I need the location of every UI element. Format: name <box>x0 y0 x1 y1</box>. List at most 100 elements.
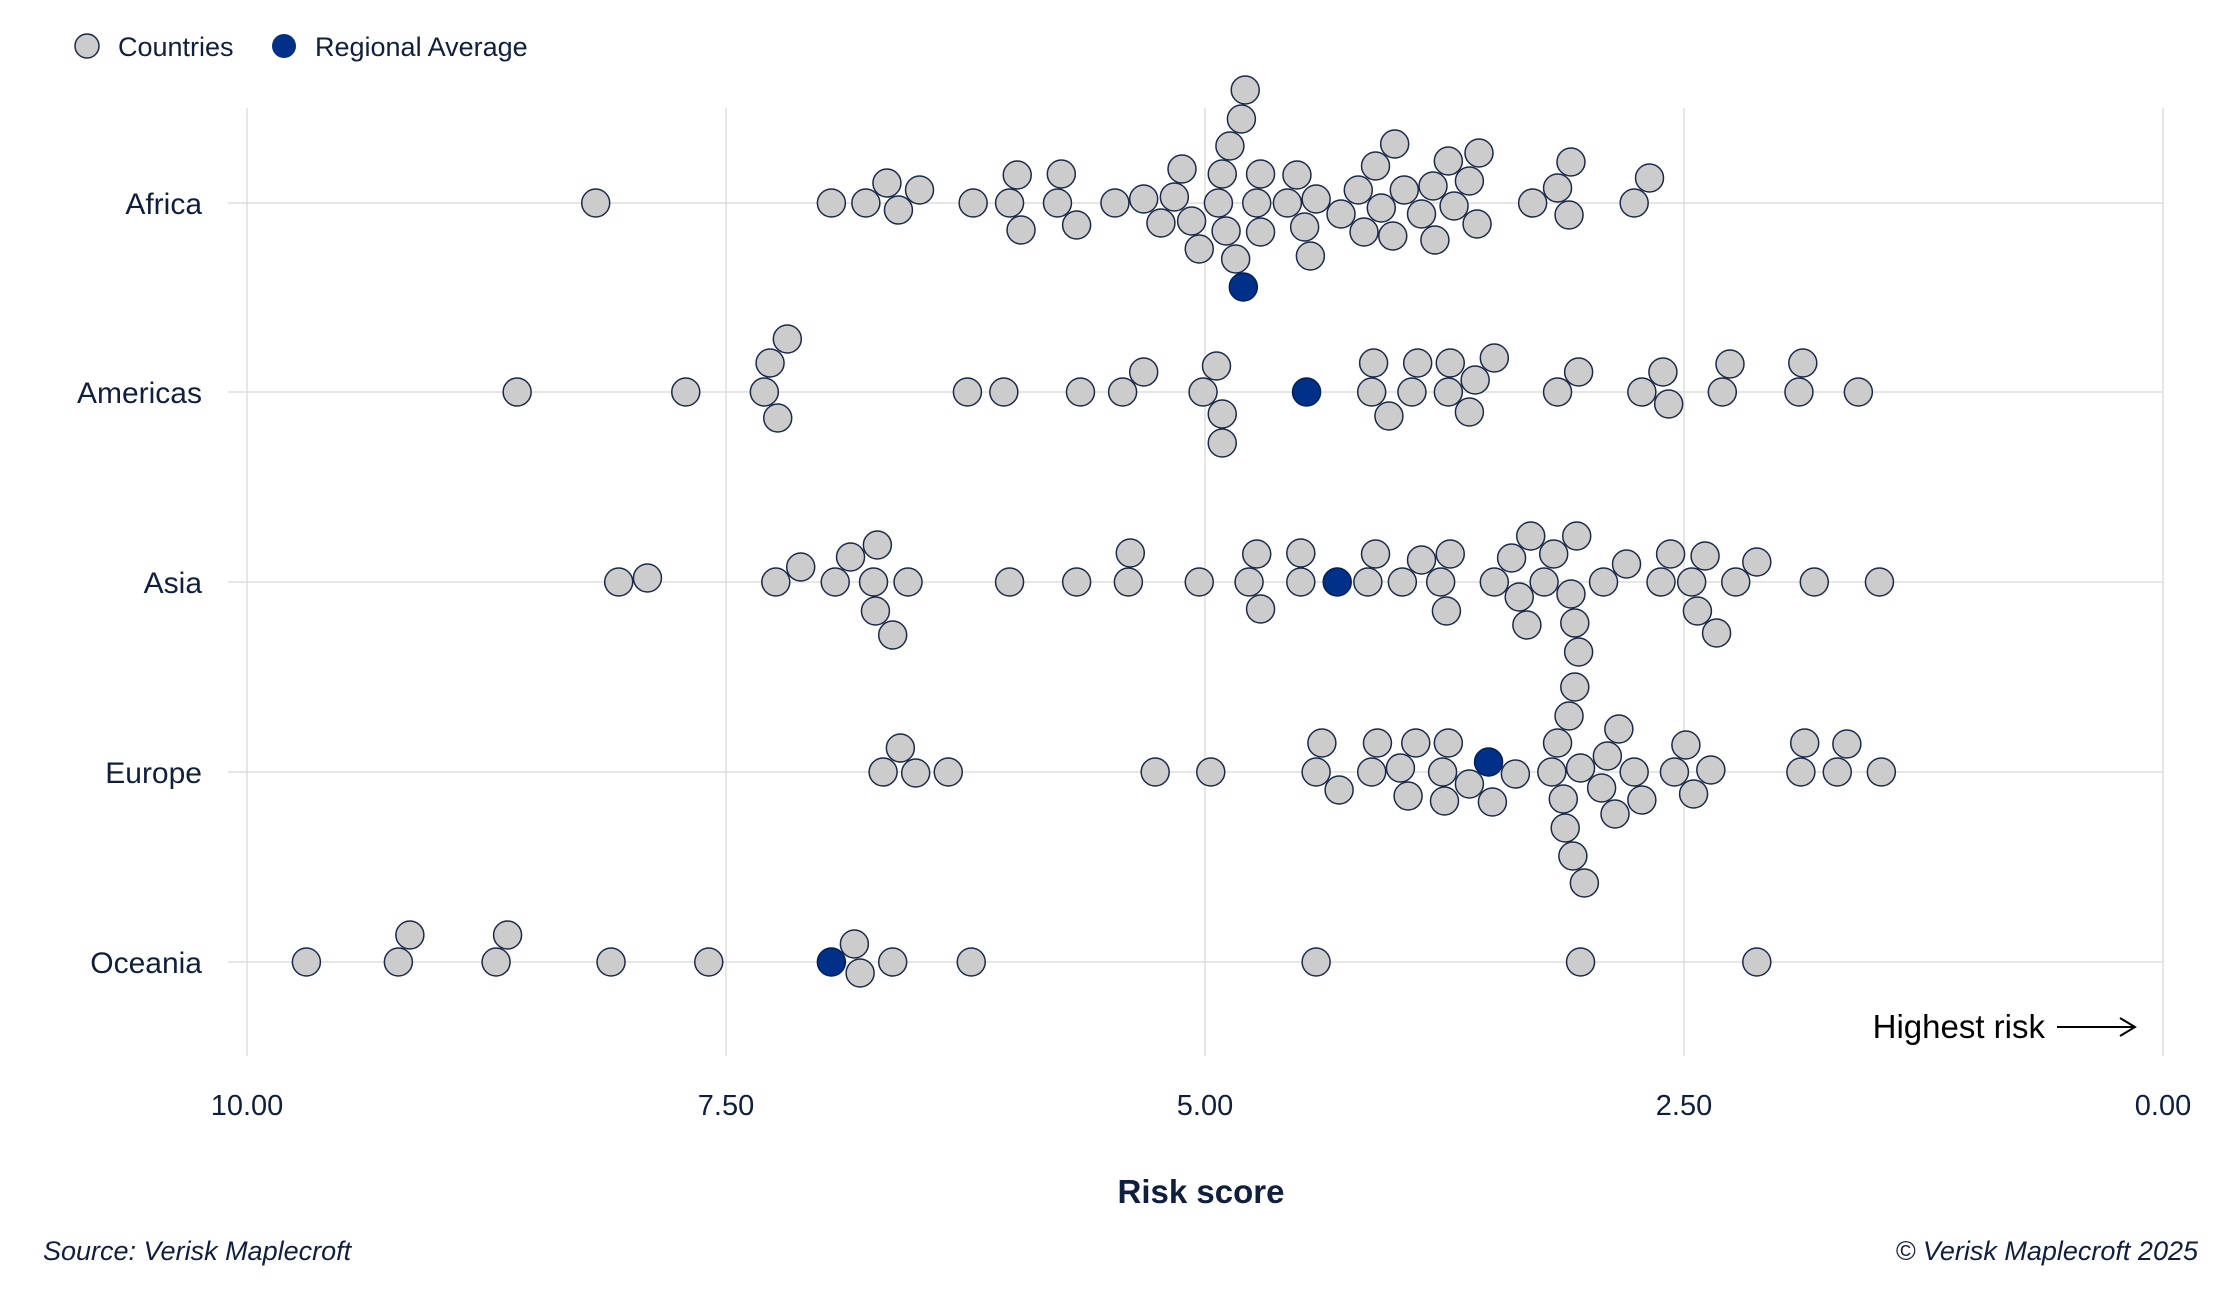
country-point <box>1866 757 1897 787</box>
country-point <box>772 324 803 354</box>
country-point <box>1343 175 1374 205</box>
country-point <box>1184 234 1215 264</box>
country-point <box>1207 428 1237 458</box>
country-point <box>1592 741 1623 771</box>
country-point <box>762 403 793 433</box>
country-point <box>755 348 785 378</box>
country-point <box>492 920 523 950</box>
country-point <box>1286 538 1316 568</box>
country-point <box>989 377 1019 407</box>
country-point <box>1241 539 1272 569</box>
country-point <box>1648 357 1678 387</box>
country-point <box>1789 728 1820 758</box>
country-point <box>877 620 908 650</box>
country-point <box>1301 947 1331 977</box>
country-point <box>1207 399 1237 429</box>
country-point <box>1140 757 1170 787</box>
country-point <box>1537 757 1567 787</box>
country-point <box>1349 217 1379 247</box>
country-point <box>1659 757 1690 787</box>
country-point <box>820 567 850 597</box>
country-point <box>1230 75 1260 105</box>
country-point <box>596 947 626 977</box>
country-point <box>1439 191 1469 221</box>
country-point <box>958 188 988 218</box>
country-point <box>1565 753 1596 783</box>
country-point <box>1286 567 1316 597</box>
country-point <box>291 947 322 977</box>
country-point <box>1301 184 1331 214</box>
country-point <box>1556 579 1586 609</box>
country-point <box>1627 785 1657 815</box>
country-point <box>835 542 866 572</box>
country-point <box>1061 567 1092 597</box>
category-label: Africa <box>125 188 202 221</box>
country-point <box>1427 757 1458 787</box>
country-point <box>1356 757 1387 787</box>
country-point <box>1565 947 1596 977</box>
country-point <box>1188 377 1218 407</box>
country-point <box>1560 672 1590 702</box>
country-point <box>1600 799 1630 829</box>
country-point <box>1515 521 1546 551</box>
country-point <box>816 188 847 218</box>
country-point <box>1167 154 1197 184</box>
country-point <box>1864 567 1895 597</box>
annotation-label: Highest risk <box>1873 1008 2046 1045</box>
country-point <box>872 168 902 198</box>
category-label: Asia <box>144 567 203 600</box>
country-point <box>1682 596 1713 626</box>
country-point <box>885 733 916 763</box>
country-point <box>1529 567 1559 597</box>
legend-label-countries: Countries <box>118 32 234 62</box>
x-tick-labels: 10.00 7.50 5.00 2.50 0.00 <box>211 1090 2192 1122</box>
country-point <box>1366 193 1397 223</box>
country-point <box>1215 131 1245 161</box>
x-tick-label: 10.00 <box>211 1090 284 1122</box>
country-point <box>1720 567 1751 597</box>
country-point <box>395 920 425 950</box>
country-point <box>1435 348 1465 378</box>
country-point <box>1696 755 1726 785</box>
country-point <box>893 567 923 597</box>
country-point <box>862 530 893 560</box>
country-point <box>1500 759 1531 789</box>
legend-label-regional-average: Regional Average <box>315 32 528 62</box>
country-point <box>1504 582 1534 612</box>
country-point <box>1479 567 1510 597</box>
country-point <box>1301 757 1331 787</box>
country-point <box>1588 567 1619 597</box>
arrow-right-icon <box>2057 1017 2137 1037</box>
country-point <box>1211 216 1241 246</box>
country-point <box>1454 397 1485 427</box>
country-point <box>845 958 875 988</box>
country-point <box>1832 729 1862 759</box>
country-point <box>749 377 780 407</box>
country-point <box>1554 200 1584 230</box>
country-point <box>1065 377 1096 407</box>
country-point <box>1046 159 1077 189</box>
country-point <box>1360 539 1391 569</box>
country-point <box>1113 567 1144 597</box>
country-point <box>1676 567 1707 597</box>
regional-average-point <box>1473 747 1504 777</box>
country-point <box>1556 147 1586 177</box>
country-point <box>1786 757 1816 787</box>
category-labels: Africa Americas Asia Europe Oceania <box>77 188 202 980</box>
regional-average-point <box>1228 272 1259 302</box>
regional-average-point <box>1291 377 1322 407</box>
country-point <box>1479 343 1510 373</box>
country-point <box>1586 773 1617 803</box>
country-point <box>694 947 724 977</box>
country-point <box>1569 868 1600 898</box>
country-point <box>383 947 414 977</box>
country-point <box>1353 567 1383 597</box>
legend: Countries Regional Average <box>74 32 528 62</box>
country-point <box>1454 166 1485 196</box>
points <box>291 75 1897 988</box>
country-point <box>1425 567 1456 597</box>
highest-risk-annotation: Highest risk <box>1873 1008 2137 1045</box>
country-point <box>1707 377 1738 407</box>
country-point <box>1042 188 1073 218</box>
country-point <box>502 377 532 407</box>
